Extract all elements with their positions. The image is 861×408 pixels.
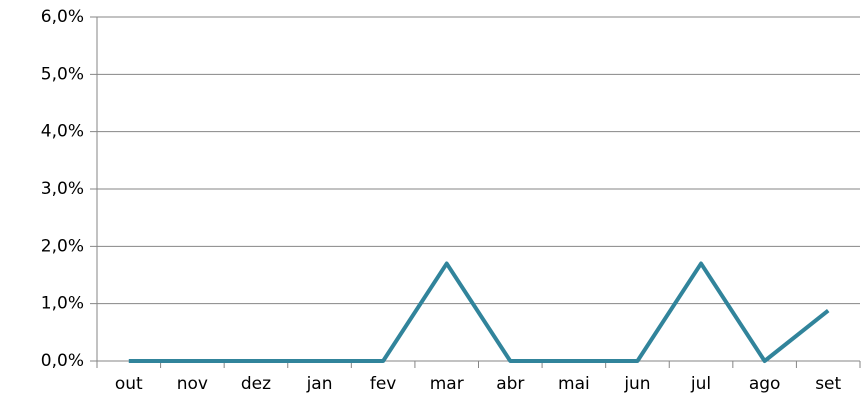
y-tick-label: 5,0%	[41, 64, 84, 84]
x-tick-label: nov	[177, 374, 208, 394]
x-tick-label: out	[115, 374, 143, 394]
y-tick-label: 1,0%	[41, 294, 84, 314]
y-tick-label: 4,0%	[41, 122, 84, 142]
y-tick-label: 3,0%	[41, 179, 84, 199]
y-tick-label: 6,0%	[41, 7, 84, 27]
x-tick-label: dez	[241, 374, 271, 394]
x-tick-label: fev	[370, 374, 397, 394]
x-tick-label: set	[815, 374, 841, 394]
data-line	[128, 261, 830, 363]
x-tick-label: jun	[623, 374, 650, 394]
y-tick-label: 2,0%	[41, 236, 84, 256]
y-tick-label: 0,0%	[41, 351, 84, 371]
x-tick-label: mar	[430, 374, 464, 394]
x-tick-label: jan	[306, 374, 333, 394]
x-tick-label: abr	[496, 374, 524, 394]
x-tick-label: mai	[558, 374, 590, 394]
x-tick-label: jul	[690, 374, 711, 394]
x-tick-label: ago	[749, 374, 781, 394]
